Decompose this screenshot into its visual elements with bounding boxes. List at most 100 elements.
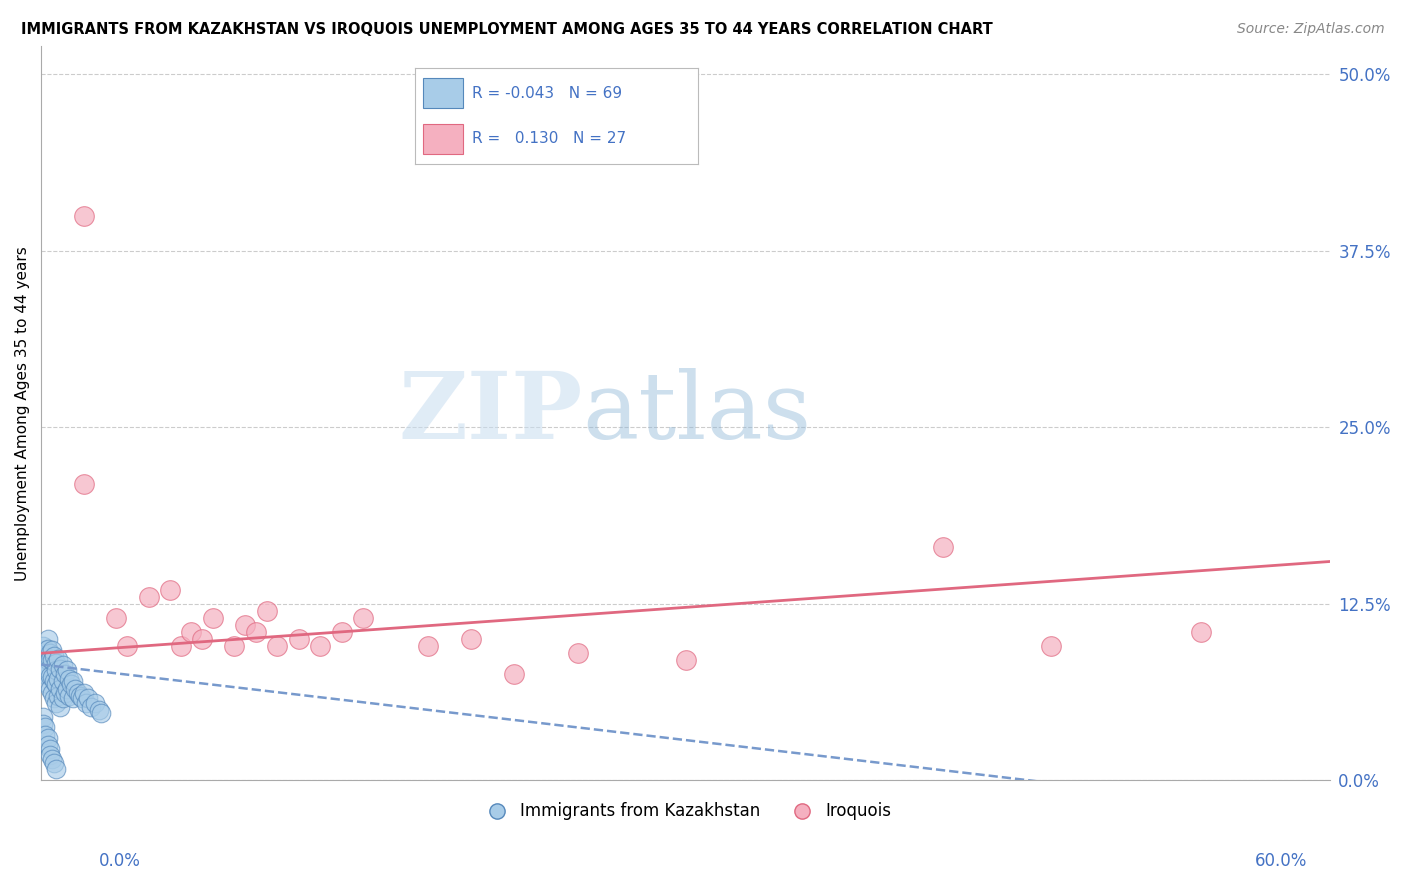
Point [41,752,63,766]
Text: Source: ZipAtlas.com: Source: ZipAtlas.com [1237,22,1385,37]
Point [288,632,311,647]
Point [69,689,91,703]
Text: 0.0%: 0.0% [98,852,141,870]
Point [32,653,55,667]
Point [41,670,63,684]
Point [45,656,67,670]
Point [460,632,482,647]
Point [65,681,87,696]
Point [52,657,75,672]
Point [42,674,65,689]
Point [416,639,439,653]
Point [38,747,60,762]
Point [58,689,80,703]
Point [62,674,84,689]
Point [330,625,353,640]
Point [32,660,55,674]
Point [309,639,332,653]
Point [37,642,59,657]
Point [45,677,67,691]
Point [32,716,55,731]
Point [352,611,374,625]
Point [32,639,55,653]
Point [56,681,79,696]
Point [49,662,72,676]
Text: 60.0%: 60.0% [1256,852,1308,870]
Point [49,681,72,696]
Point [45,696,67,710]
Point [52,674,75,689]
Point [53,686,76,700]
Point [115,639,138,653]
Point [42,649,65,664]
Point [46,652,69,666]
Point [66,686,89,700]
Point [37,677,59,691]
Point [62,691,84,706]
Point [46,672,69,686]
Point [201,611,224,625]
Point [49,699,72,714]
Point [37,663,59,677]
Point [38,681,60,696]
Point [45,762,67,776]
Point [38,646,60,660]
Point [567,646,589,660]
Point [34,667,56,681]
Point [245,625,267,640]
Point [52,691,75,706]
Point [42,691,65,706]
Point [38,669,60,683]
Point [138,590,160,604]
Point [32,646,55,660]
Text: ZIP: ZIP [398,368,582,458]
Point [38,652,60,666]
Point [42,756,65,771]
Point [180,625,202,640]
Point [34,657,56,672]
Point [34,643,56,657]
Point [90,706,112,720]
Y-axis label: Unemployment Among Ages 35 to 44 years: Unemployment Among Ages 35 to 44 years [15,246,30,581]
Point [46,689,69,703]
Point [41,686,63,700]
Point [38,742,60,756]
Point [1039,639,1062,653]
Point [37,738,59,752]
Point [932,541,955,555]
Point [37,731,59,745]
Point [170,639,193,653]
Point [159,582,181,597]
Point [502,667,524,681]
Point [60,677,83,691]
Point [75,696,97,710]
Point [70,691,93,706]
Point [233,618,256,632]
Point [41,653,63,667]
Point [73,209,96,223]
Point [87,703,110,717]
Text: IMMIGRANTS FROM KAZAKHSTAN VS IROQUOIS UNEMPLOYMENT AMONG AGES 35 TO 44 YEARS CO: IMMIGRANTS FROM KAZAKHSTAN VS IROQUOIS U… [21,22,993,37]
Point [105,611,128,625]
Point [266,639,288,653]
Point [32,667,55,681]
Point [224,639,246,653]
Point [37,632,59,647]
Legend: Immigrants from Kazakhstan, Iroquois: Immigrants from Kazakhstan, Iroquois [474,796,898,827]
Point [56,663,79,677]
Point [53,667,76,681]
Point [41,643,63,657]
Point [45,663,67,677]
Point [32,710,55,724]
Point [37,653,59,667]
Point [34,720,56,734]
Point [73,476,96,491]
Point [79,699,101,714]
Text: atlas: atlas [582,368,811,458]
Point [191,632,214,647]
Point [73,686,96,700]
Point [58,672,80,686]
Point [34,649,56,664]
Point [34,728,56,742]
Point [83,696,105,710]
